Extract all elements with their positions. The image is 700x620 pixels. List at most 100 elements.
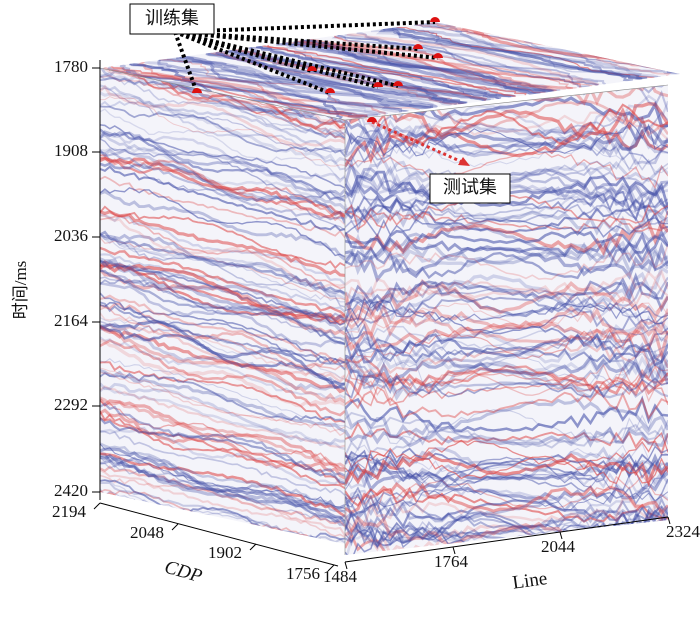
seismic-event [100,449,345,517]
seismic-event [345,81,668,161]
seismic-event [345,266,668,358]
seismic-event [345,455,668,547]
seismic-event [100,180,345,258]
seismic-event [137,60,406,115]
seismic-event [100,270,345,344]
seismic-event [345,224,668,302]
seismic-event [100,295,345,364]
seismic-event [100,327,345,393]
time-axis-label: 时间/ms [11,261,30,320]
seismic-event [100,260,345,336]
train-pointer [174,30,331,95]
seismic-event [379,26,647,81]
seismic-event [250,45,516,100]
seismic-event [345,460,668,534]
seismic-event [100,95,345,166]
seismic-event [345,333,668,434]
seismic-event [100,133,345,207]
tick-mark [249,543,257,551]
seismic-event [100,294,345,365]
sample-dot [307,66,317,71]
seismic-event [100,412,345,491]
sample-dot [373,82,383,87]
seismic-event [345,479,668,560]
seismic-event [345,421,668,506]
seismic-event [345,267,668,352]
seismic-event [404,21,685,78]
seismic-event [345,319,668,413]
tick-mark [559,531,563,540]
line-face [345,81,669,560]
seismic-event [100,257,345,331]
seismic-event [345,280,668,350]
seismic-event [345,379,668,471]
seismic-event [345,199,668,280]
seismic-event [100,261,345,325]
seismic-event [100,91,345,168]
seismic-event [208,50,473,105]
seismic-event [345,352,668,440]
seismic-event [345,271,668,366]
seismic-event [100,93,345,171]
seismic-event [289,38,562,94]
seismic-event [345,298,668,389]
sample-dot [430,17,440,22]
line-axis-line [344,516,669,563]
seismic-event [100,258,345,324]
seismic-event [100,362,345,432]
test-label: 测试集 [443,177,497,197]
seismic-event [100,108,345,180]
seismic-event [100,417,345,484]
seismic-event [164,55,443,112]
seismic-event [100,215,345,294]
seismic-event [100,87,345,160]
seismic-event [345,324,668,419]
seismic-event [100,447,345,524]
seismic-event [345,297,668,375]
seismic-event [345,418,668,500]
sample-points [192,17,443,122]
seismic-event [345,169,668,265]
seismic-cube [94,21,685,560]
seismic-event [345,94,668,185]
seismic-event [100,339,345,417]
seismic-event [100,130,345,201]
line-tick-label: 1484 [323,567,358,586]
seismic-event [100,400,345,473]
seismic-event [345,374,668,465]
cdp-tick-label: 2048 [130,523,164,542]
seismic-event [345,175,668,261]
seismic-event [345,141,668,243]
seismic-event [345,342,668,425]
seismic-event [100,403,345,478]
seismic-event [295,37,573,94]
seismic-event [148,57,426,114]
seismic-event [309,34,593,91]
seismic-event [100,429,345,496]
seismic-event [106,64,371,119]
seismic-event [145,56,433,114]
time-tick-label: 2292 [54,395,88,414]
seismic-event [345,336,668,431]
seismic-event [100,153,345,225]
seismic-event [100,280,345,353]
seismic-event [345,205,668,304]
seismic-event [100,458,345,525]
seismic-event [100,454,345,523]
seismic-event [345,412,668,492]
seismic-event [100,357,345,429]
seismic-event [100,259,345,328]
sample-dot [325,88,335,93]
seismic-event [345,296,668,385]
seismic-event [100,129,345,203]
seismic-event [345,197,668,284]
seismic-event [345,323,668,415]
seismic-event [345,458,668,541]
seismic-event [94,64,371,120]
seismic-event [345,256,668,336]
seismic-event [100,455,345,525]
seismic-event [345,323,668,424]
seismic-event [100,270,345,339]
cdp-axis-label: CDP [162,557,205,588]
seismic-event [276,40,545,95]
